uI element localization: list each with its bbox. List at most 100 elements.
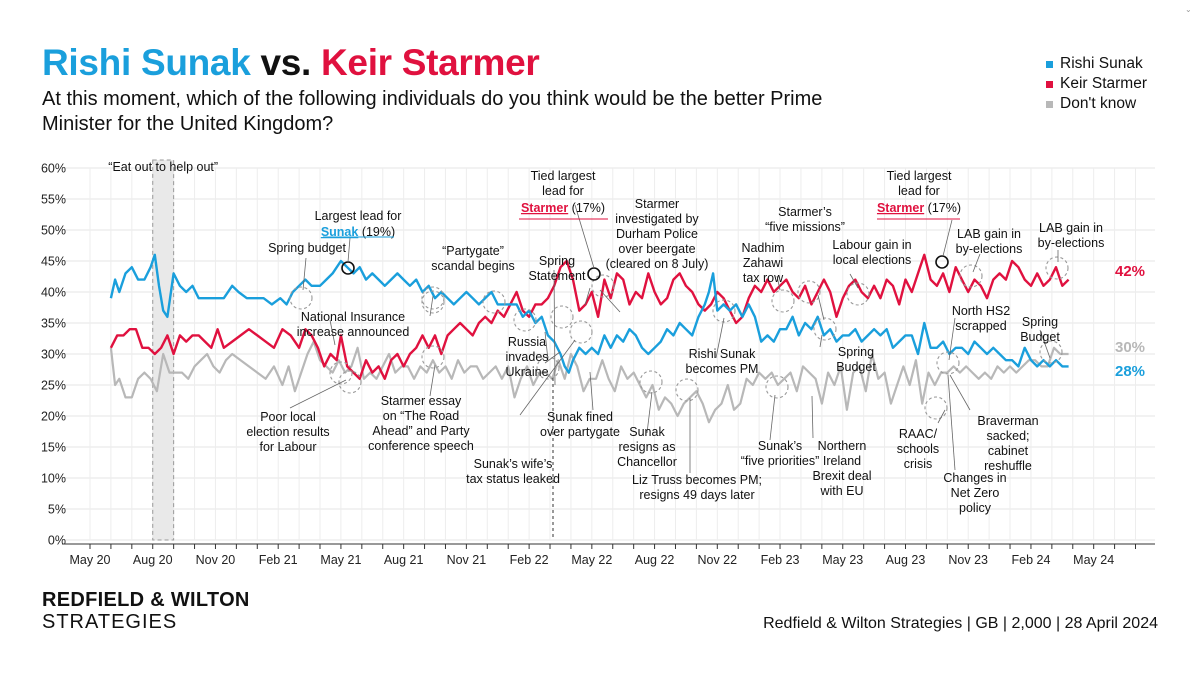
event-marker-circle	[797, 280, 821, 304]
y-tick-label: 10%	[41, 472, 66, 486]
annotation-text: Russia invades Ukraine	[505, 335, 548, 379]
chart-annotations: “Eat out to help out” Spring budget Larges…	[108, 160, 1104, 540]
annotation-leader	[553, 269, 556, 386]
annotation-leader	[599, 289, 621, 313]
annotation-leader	[544, 331, 549, 361]
chart-grid	[62, 167, 1155, 541]
annotation-leader	[942, 219, 953, 257]
annotation-leader	[811, 395, 814, 439]
annotation-leader	[948, 317, 956, 361]
event-marker-circle	[771, 289, 795, 313]
event-marker-circle	[550, 305, 574, 329]
y-tick-label: 40%	[41, 286, 66, 300]
logo-line1: REDFIELD & WILTON	[42, 589, 250, 611]
y-tick-label: 45%	[41, 255, 66, 269]
annotation-text: “Partygate” scandal begins	[431, 244, 514, 273]
annotation-leader	[947, 374, 956, 471]
x-tick-label: May 20	[70, 553, 111, 567]
annotation-text: Spring Budget	[836, 345, 876, 374]
x-tick-label: Feb 24	[1011, 553, 1050, 567]
title-starmer: Keir Starmer	[321, 42, 540, 83]
event-marker-circle	[329, 361, 353, 385]
annotation-text: Sunak resigns as Chancellor	[617, 425, 677, 469]
event-marker-circle	[1039, 340, 1063, 364]
annotation-text: Starmer (17%)	[521, 201, 605, 215]
annotation-text: Rishi Sunak becomes PM	[686, 347, 759, 376]
annotation-text: Tied largest lead for	[887, 169, 952, 198]
end-value-labels: 42% 30% 28%	[1115, 263, 1145, 380]
annotation-text: Starmer essay on “The Road Ahead” and Part…	[368, 394, 474, 453]
annotation-text: North HS2 scrapped	[952, 304, 1010, 333]
annotation-leader	[817, 294, 825, 321]
x-tick-label: Feb 22	[510, 553, 549, 567]
annotation-leader	[769, 394, 776, 441]
event-marker-circle	[959, 264, 983, 288]
event-marker-circle	[513, 308, 537, 332]
annotation-text: Changes in Net Zero policy	[943, 471, 1006, 515]
annotation-text: Spring budget	[268, 241, 346, 255]
annotation-leader	[949, 374, 971, 411]
x-tick-label: Aug 22	[635, 553, 675, 567]
annotation-text: Sunak (19%)	[321, 225, 395, 239]
annotation-text: Starmer investigated by Durham Police over …	[606, 197, 709, 271]
annotation-leader	[574, 204, 595, 269]
annotation-text: LAB gain in by-elections	[1038, 221, 1105, 250]
annotation-leader	[776, 275, 781, 291]
y-tick-label: 35%	[41, 317, 66, 331]
annotation-leader	[849, 273, 859, 289]
y-tick-label: 50%	[41, 224, 66, 238]
x-tick-label: Nov 20	[196, 553, 236, 567]
logo-line2: STRATEGIES	[42, 611, 178, 633]
annotation-text: National Insurance increase announced	[297, 310, 410, 339]
legend-label-dont-know: Don't know	[1060, 95, 1137, 112]
series-line-sunak	[109, 253, 1069, 374]
x-tick-label: Nov 23	[948, 553, 988, 567]
annotation-text: Largest lead for	[315, 209, 402, 223]
annotation-leader	[972, 253, 981, 273]
annotation-text: Sunak’s “five priorities”	[741, 439, 820, 468]
x-tick-label: Nov 22	[697, 553, 737, 567]
annotation-text: Northern Ireland Brexit deal with EU	[812, 439, 871, 498]
chart-legend: Rishi Sunak Keir Starmer Don't know	[1046, 54, 1147, 114]
annotation-leader	[589, 371, 594, 411]
annotation-leader	[289, 379, 347, 409]
x-tick-label: May 21	[320, 553, 361, 567]
y-tick-label: 30%	[41, 348, 66, 362]
annotation-text: Sunak fined over partygate	[540, 410, 620, 439]
brand-logo: REDFIELD & WILTON STRATEGIES	[42, 589, 250, 633]
event-marker-circle	[421, 286, 445, 310]
annotation-text: Braverman sacked; cabinet reshuffle	[977, 414, 1038, 473]
legend-swatch-starmer	[1046, 80, 1053, 88]
legend-swatch-sunak	[1046, 60, 1053, 68]
legend-item-dont-know: Don't know	[1046, 94, 1147, 114]
chart-axes: 0% 5% 10% 15% 20% 25% 30% 35% 40% 45% 50% 55% 60% May…	[41, 162, 1155, 567]
annotation-text: Nadhim Zahawi tax row	[741, 241, 784, 285]
record-marker-circle	[935, 255, 949, 269]
event-marker-circle	[813, 317, 837, 341]
event-marker-circle	[591, 274, 615, 298]
x-tick-label: May 22	[571, 553, 612, 567]
y-tick-label: 5%	[48, 503, 66, 517]
x-tick-label: Feb 21	[259, 553, 298, 567]
annotation-text: Spring Statement	[529, 254, 587, 283]
eat-out-shade	[152, 159, 175, 541]
x-tick-label: Feb 23	[761, 553, 800, 567]
record-marker-circle	[587, 267, 601, 281]
annotation-leader	[819, 334, 823, 348]
event-marker-circle	[421, 345, 445, 369]
end-label: 42%	[1115, 263, 1145, 280]
event-marker-circle	[289, 286, 313, 310]
annotation-leader	[937, 409, 946, 424]
corner-chevron-icon: ⌄	[1185, 5, 1192, 14]
page-title: Rishi Sunak vs. Keir Starmer	[42, 42, 540, 84]
legend-label-starmer: Keir Starmer	[1060, 75, 1147, 92]
annotation-leader	[329, 319, 336, 346]
annotation-leader	[544, 351, 561, 364]
legend-item-sunak: Rishi Sunak	[1046, 54, 1147, 74]
annotation-leader	[302, 257, 307, 291]
source-note: Redfield & Wilton Strategies | GB | 2,00…	[763, 615, 1158, 632]
annotation-leader	[429, 364, 436, 397]
annotation-leader	[1039, 329, 1051, 359]
annotation-text: Spring Budget	[1020, 315, 1060, 344]
annotation-text: Labour gain in local elections	[832, 238, 911, 267]
